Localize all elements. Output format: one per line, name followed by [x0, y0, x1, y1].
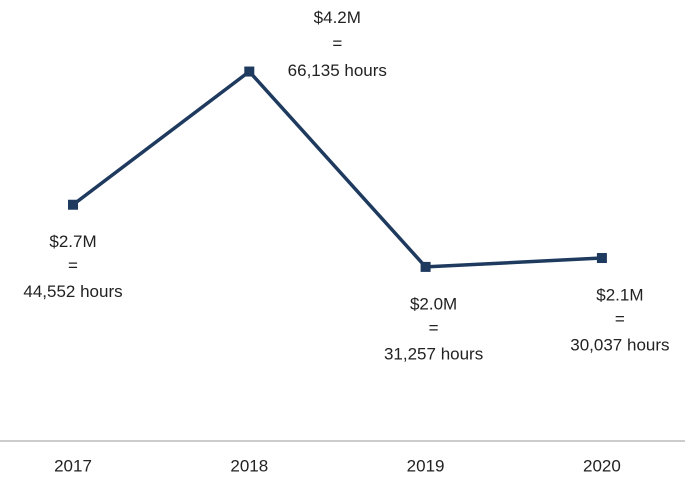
x-tick-label: 2019: [407, 456, 445, 475]
hours-label: 31,257 hours: [384, 344, 483, 363]
x-tick-label: 2017: [54, 456, 92, 475]
hours-label: 30,037 hours: [570, 336, 669, 355]
marker: [68, 199, 78, 210]
marker: [420, 261, 431, 272]
value-label: $2.7M: [49, 232, 96, 251]
hours-label: 66,135 hours: [288, 61, 387, 80]
x-tick-label: 2020: [583, 456, 621, 475]
marker: [244, 66, 255, 77]
hours-label: 44,552 hours: [23, 282, 122, 301]
separator-label: =: [615, 310, 625, 329]
separator-label: =: [68, 256, 78, 275]
x-tick-label: 2018: [230, 456, 268, 475]
separator-label: =: [429, 318, 439, 337]
separator-label: =: [332, 34, 342, 53]
line: [71, 69, 602, 269]
value-label: $2.1M: [596, 286, 643, 305]
value-label: $2.0M: [410, 294, 457, 313]
value-label: $4.2M: [314, 8, 361, 27]
marker: [596, 253, 607, 264]
